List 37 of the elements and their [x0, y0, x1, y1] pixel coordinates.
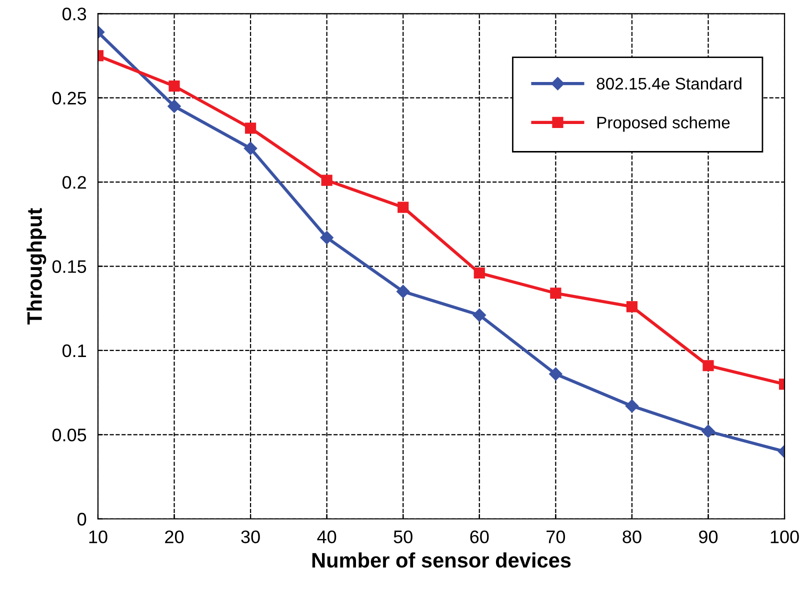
x-tick-label: 10 — [89, 530, 108, 544]
point — [625, 399, 639, 413]
x-tick-label: 80 — [622, 530, 642, 544]
point — [396, 284, 410, 298]
x-tick-label: 20 — [165, 530, 184, 544]
y-tick-label: 0.15 — [52, 260, 86, 273]
legend-label: Proposed scheme — [597, 116, 730, 132]
point — [702, 424, 715, 438]
point — [550, 288, 562, 299]
x-tick-label: 30 — [241, 530, 260, 544]
x-tick-label: 50 — [394, 530, 412, 544]
legend-label: 802.15.4e Standard — [596, 77, 742, 90]
point — [168, 100, 181, 113]
point — [474, 267, 485, 279]
y-tick-label: 0.2 — [62, 176, 86, 189]
x-tick-label: 90 — [699, 530, 718, 544]
point — [168, 80, 180, 92]
point — [244, 142, 258, 155]
point — [244, 122, 256, 134]
point — [472, 308, 486, 322]
y-tick-label: 0.25 — [52, 92, 86, 105]
point — [549, 367, 562, 381]
x-tick-label: 60 — [470, 530, 489, 544]
point — [398, 202, 409, 213]
y-tick-label: 0.3 — [62, 8, 86, 20]
y-tick-label: 0 — [78, 512, 86, 526]
point — [321, 174, 332, 186]
x-axis-title: Number of sensor devices — [312, 552, 571, 568]
y-tick-label: 0.05 — [52, 428, 86, 442]
x-tick-label: 70 — [546, 530, 566, 544]
x-tick-label: 100 — [770, 530, 799, 544]
y-axis-title: Throughput — [26, 208, 46, 324]
x-tick-label: 40 — [317, 530, 336, 544]
point — [320, 231, 334, 244]
point — [702, 360, 714, 372]
point — [626, 301, 638, 312]
y-tick-label: 0.1 — [62, 344, 86, 358]
